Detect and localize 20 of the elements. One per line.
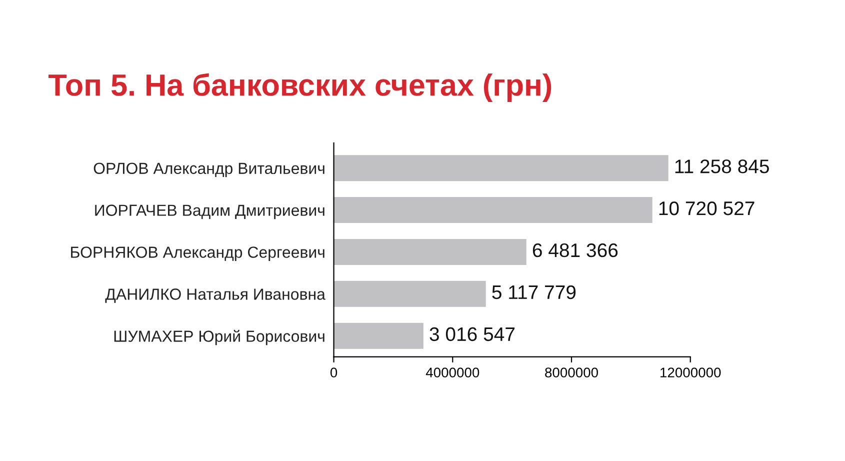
- y-tick-label: ДАНИЛКО Наталья Ивановна: [105, 288, 326, 303]
- data-label: 3 016 547: [430, 327, 514, 342]
- bar: [334, 322, 424, 349]
- data-label: 6 481 366: [532, 243, 618, 258]
- y-tick-label: ШУМАХЕР Юрий Борисович: [114, 330, 324, 346]
- bar: [334, 280, 486, 307]
- data-label: 5 117 779: [492, 285, 576, 300]
- x-tick-label: 8000000: [545, 368, 598, 378]
- x-tick-label: 12000000: [660, 368, 721, 378]
- y-tick-label: ИОРГАЧЕВ Вадим Дмитриевич: [95, 204, 324, 220]
- bar: [334, 238, 526, 265]
- data-label: 11 258 845: [675, 160, 769, 174]
- bar: [334, 197, 652, 224]
- data-label: 10 720 527: [659, 201, 754, 216]
- y-tick-label: БОРНЯКОВ Александр Сергеевич: [71, 246, 324, 262]
- x-tick-label: 4000000: [426, 368, 480, 378]
- y-tick-label: ОРЛОВ Александр Витальевич: [94, 162, 324, 178]
- chart-title: Топ 5. На банковских счетах (грн): [48, 73, 552, 102]
- bar: [334, 155, 668, 182]
- x-tick-label: 0: [330, 368, 338, 378]
